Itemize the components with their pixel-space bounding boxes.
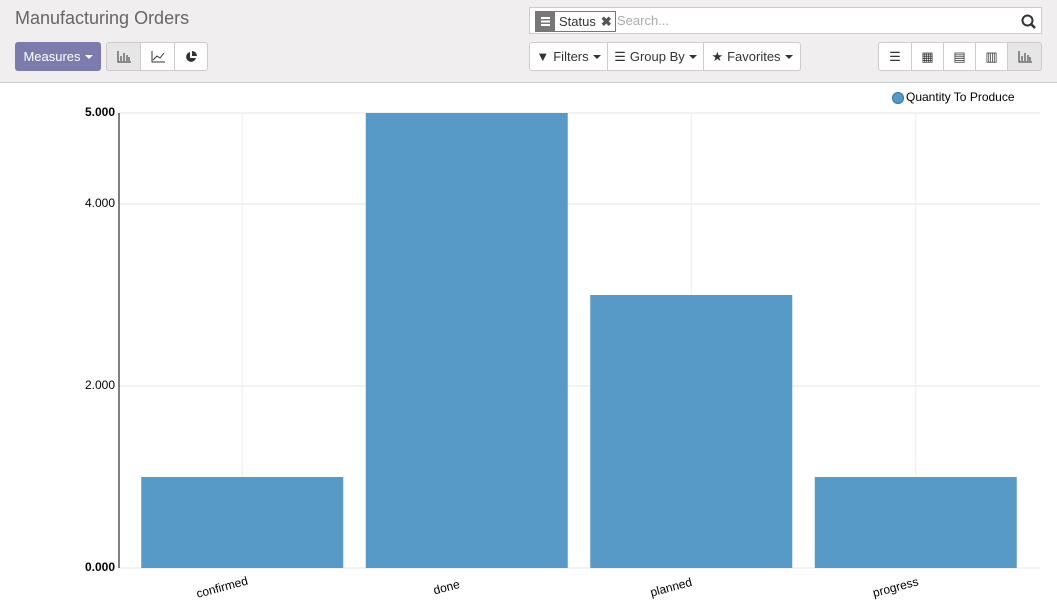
bar: [365, 113, 568, 568]
bar-mode[interactable]: [106, 42, 141, 71]
line-mode[interactable]: [140, 42, 175, 71]
search-box[interactable]: Status ✖ Search...: [529, 7, 1042, 34]
pie-mode[interactable]: [174, 42, 208, 71]
pivot-view[interactable]: ▥: [975, 42, 1008, 71]
y-tick-label: 4.000: [85, 196, 115, 210]
facet[interactable]: Status ✖: [535, 11, 616, 32]
x-tick-label: confirmed: [195, 574, 250, 601]
y-tick-label: 0.000: [85, 560, 115, 574]
legend-marker: [892, 92, 904, 104]
calendar-view[interactable]: ▤: [943, 42, 976, 71]
title: Manufacturing Orders: [15, 8, 190, 28]
groupby-button[interactable]: ☰ Group By: [607, 42, 704, 71]
control-panel: Manufacturing Orders Status ✖ Search... …: [0, 0, 1057, 83]
kanban-view[interactable]: ▦: [911, 42, 944, 71]
facet-label: Status: [559, 14, 596, 29]
x-tick-label: progress: [871, 574, 920, 600]
search-placeholder: Search...: [617, 13, 670, 28]
filters-button[interactable]: ▼ Filters: [529, 42, 608, 71]
facet-icon: [536, 12, 555, 31]
favorites-label: Favorites: [727, 49, 781, 64]
y-tick-label: 5.000: [85, 105, 115, 119]
measures-button[interactable]: Measures: [15, 42, 101, 71]
list-view[interactable]: ☰: [878, 42, 912, 71]
icon: [541, 17, 550, 26]
groupby-label: Group By: [629, 49, 685, 64]
legend-label: Quantity To Produce: [906, 90, 1015, 104]
bar: [814, 477, 1017, 568]
bar: [141, 477, 344, 568]
search-icon[interactable]: [1021, 14, 1037, 30]
y-tick-label: 2.000: [85, 378, 115, 392]
graph-view[interactable]: [1007, 42, 1042, 71]
filters-label: Filters: [553, 49, 589, 64]
favorites-button[interactable]: ★ Favorites: [703, 42, 801, 71]
x-tick-label: done: [432, 577, 462, 598]
measures-label: Measures: [23, 49, 81, 64]
x-tick-label: planned: [649, 575, 694, 600]
chart: 0.000 2.000 4.000 5.000 Quantity To Produce c…: [85, 90, 1040, 601]
bar: [590, 295, 793, 568]
